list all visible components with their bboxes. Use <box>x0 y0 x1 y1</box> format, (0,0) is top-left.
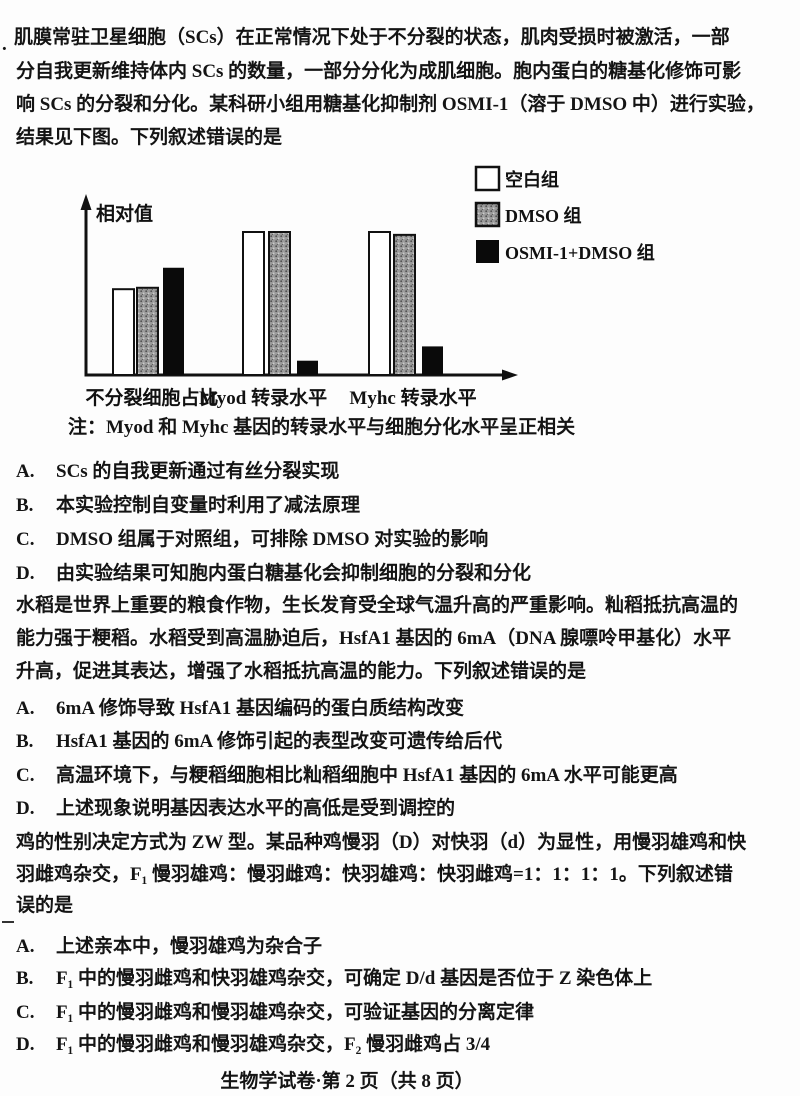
scan-artifact-underline <box>2 921 14 923</box>
q1-option-a: A. SCs 的自我更新通过有丝分裂实现 <box>16 460 339 484</box>
q2-stem-line: 能力强于粳稻。水稻受到高温胁迫后，HsfA1 基因的 6mA（DNA 腺嘌呤甲基… <box>16 628 732 649</box>
option-label: C. <box>16 765 35 786</box>
legend-swatch-2 <box>476 240 499 263</box>
bar-series0-group1 <box>242 231 265 376</box>
x-axis-arrow <box>502 369 518 381</box>
option-label: A. <box>16 698 35 719</box>
legend-swatch-1 <box>474 201 501 228</box>
option-text: SCs 的自我更新通过有丝分裂实现 <box>56 461 340 482</box>
option-text: DMSO 组属于对照组，可排除 DMSO 对实验的影响 <box>56 529 489 550</box>
legend-label-2: OSMI-1+DMSO 组 <box>505 242 655 263</box>
q2-option-a: A. 6mA 修饰导致 HsfA1 基因编码的蛋白质结构改变 <box>16 697 464 721</box>
option-label: A. <box>16 936 35 957</box>
q3-option-c: C. F₁ 中的慢羽雌鸡和慢羽雄鸡杂交，可验证基因的分离定律 <box>16 1001 534 1025</box>
q1-stem-line: 结果见下图。下列叙述错误的是 <box>16 127 283 148</box>
option-label: B. <box>16 495 34 516</box>
category-label-0: 不分裂细胞占比 <box>85 386 218 409</box>
option-label: D. <box>16 563 35 584</box>
q3-option-d: D. F₁ 中的慢羽雌鸡和慢羽雄鸡杂交，F₂ 慢羽雌鸡占 3/4 <box>16 1033 490 1057</box>
option-label: C. <box>16 529 35 550</box>
option-text: 高温环境下，与粳稻细胞相比籼稻细胞中 HsfA1 基因的 6mA 水平可能更高 <box>56 765 678 786</box>
legend-label-1: DMSO 组 <box>505 205 582 226</box>
q1-stem-line: 分自我更新维持体内 SCs 的数量，一部分分化为成肌细胞。胞内蛋白的糖基化修饰可… <box>16 61 742 82</box>
option-text: 上述现象说明基因表达水平的高低是受到调控的 <box>56 798 456 819</box>
bar-series2-group2 <box>422 346 443 375</box>
category-label-1: Myod 转录水平 <box>199 386 327 409</box>
legend-swatch-0 <box>474 165 501 192</box>
bar-series2-group1 <box>297 360 318 375</box>
option-text: 上述亲本中，慢羽雄鸡为杂合子 <box>56 936 323 957</box>
page-footer: 生物学试卷·第 2 页（共 8 页） <box>220 1071 474 1092</box>
bar-series1-group1 <box>268 231 291 376</box>
q2-option-c: C. 高温环境下，与粳稻细胞相比籼稻细胞中 HsfA1 基因的 6mA 水平可能更… <box>16 764 678 788</box>
legend-label-0: 空白组 <box>505 169 559 190</box>
option-label: B. <box>16 968 34 989</box>
option-label: D. <box>16 798 35 819</box>
option-text: F₁ 中的慢羽雌鸡和慢羽雄鸡杂交，可验证基因的分离定律 <box>56 1002 535 1023</box>
q2-option-b: B. HsfA1 基因的 6mA 修饰引起的表型改变可遗传给后代 <box>16 730 502 754</box>
option-text: 本实验控制自变量时利用了减法原理 <box>56 495 361 516</box>
bar-series1-group0 <box>136 286 159 376</box>
q3-stem-line: 鸡的性别决定方式为 ZW 型。某品种鸡慢羽（D）对快羽（d）为显性，用慢羽雄鸡和… <box>16 832 747 853</box>
q2-option-d: D. 上述现象说明基因表达水平的高低是受到调控的 <box>16 797 455 821</box>
bar-series2-group0 <box>163 267 184 375</box>
y-axis-label: 相对值 <box>96 202 153 225</box>
option-text: HsfA1 基因的 6mA 修饰引起的表型改变可遗传给后代 <box>56 731 502 752</box>
bar-series0-group0 <box>112 288 135 376</box>
q1-option-b: B. 本实验控制自变量时利用了减法原理 <box>16 494 360 518</box>
q3-option-b: B. F₁ 中的慢羽雌鸡和快羽雄鸡杂交，可确定 D/d 基因是否位于 Z 染色体上 <box>16 967 652 991</box>
option-text: 由实验结果可知胞内蛋白糖基化会抑制细胞的分裂和分化 <box>56 563 532 584</box>
category-label-2: Myhc 转录水平 <box>349 386 476 409</box>
q2-stem-line: 水稻是世界上重要的粮食作物，生长发育受全球气温升高的严重影响。籼稻抵抗高温的 <box>16 595 739 616</box>
option-label: C. <box>16 1002 35 1023</box>
option-text: 6mA 修饰导致 HsfA1 基因编码的蛋白质结构改变 <box>56 698 464 719</box>
q1-option-d: D. 由实验结果可知胞内蛋白糖基化会抑制细胞的分裂和分化 <box>16 562 531 586</box>
q1-stem-line: 响 SCs 的分裂和分化。某科研小组用糖基化抑制剂 OSMI-1（溶于 DMSO… <box>16 94 765 115</box>
option-label: B. <box>16 731 34 752</box>
q1-option-c: C. DMSO 组属于对照组，可排除 DMSO 对实验的影响 <box>16 528 488 552</box>
bar-chart: 相对值不分裂细胞占比 Myod 转录水平 Myhc 转录水平 空白组 DMSO 组 OSM… <box>60 160 800 414</box>
option-text: F₁ 中的慢羽雌鸡和快羽雄鸡杂交，可确定 D/d 基因是否位于 Z 染色体上 <box>56 968 653 989</box>
option-label: D. <box>16 1034 35 1055</box>
option-label: A. <box>16 461 35 482</box>
option-text: F₁ 中的慢羽雌鸡和慢羽雄鸡杂交，F₂ 慢羽雌鸡占 3/4 <box>56 1034 491 1055</box>
bar-series1-group2 <box>393 233 416 376</box>
q3-stem-line: 误的是 <box>16 895 74 916</box>
q1-stem-line: 肌膜常驻卫星细胞（SCs）在正常情况下处于不分裂的状态，肌肉受损时被激活，一部 <box>14 27 730 48</box>
question-number-mark: . <box>2 34 7 55</box>
chart-note: 注：Myod 和 Myhc 基因的转录水平与细胞分化水平呈正相关 <box>68 417 576 438</box>
q3-stem-line: 羽雌鸡杂交，F₁ 慢羽雄鸡：慢羽雌鸡：快羽雄鸡：快羽雌鸡=1：1：1：1。下列叙… <box>16 864 733 885</box>
q2-stem-line: 升高，促进其表达，增强了水稻抵抗高温的能力。下列叙述错误的是 <box>16 661 587 682</box>
bar-series0-group2 <box>368 231 391 376</box>
q3-option-a: A. 上述亲本中，慢羽雄鸡为杂合子 <box>16 935 322 959</box>
y-axis-arrow <box>80 194 92 210</box>
